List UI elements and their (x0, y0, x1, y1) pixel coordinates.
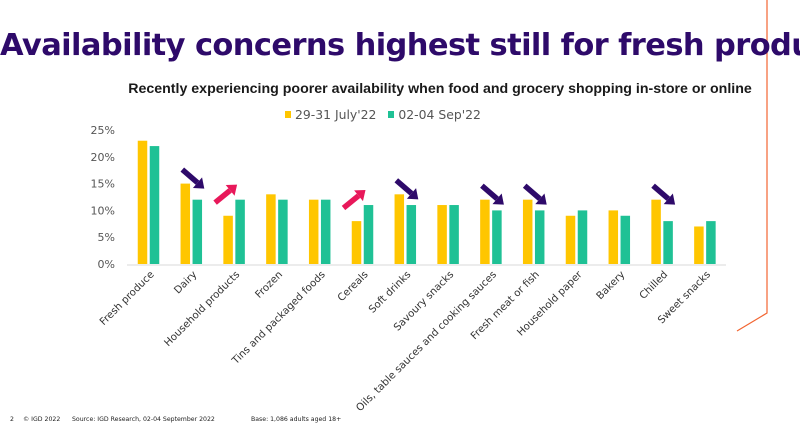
bar-sep-fresh-produce (149, 146, 160, 264)
bar-july-dairy (180, 183, 191, 264)
x-tick-label: Fresh produce (98, 269, 157, 328)
x-tick-label: Frozen (254, 269, 285, 300)
x-tick-label: Chilled (638, 269, 670, 301)
bar-sep-soft-drinks (406, 205, 417, 264)
base-note: Base: 1,086 adults aged 18+ (251, 416, 342, 423)
legend-label-july: 29-31 July'22 (295, 107, 377, 122)
copyright: © IGD 2022 (23, 416, 61, 423)
chart-legend: 29-31 July'22 02-04 Sep'22 (285, 107, 481, 122)
arrow-down-icon (480, 183, 504, 205)
arrow-down-icon (394, 178, 419, 200)
bar-july-chilled (651, 199, 661, 264)
bar-july-savoury-snacks (437, 205, 447, 264)
arrow-down-icon (180, 167, 205, 189)
x-tick-label: Cereals (336, 269, 371, 304)
legend-label-sep: 02-04 Sep'22 (398, 107, 481, 122)
bar-july-fresh-meat-or-fish (522, 199, 533, 264)
legend-item-sep: 02-04 Sep'22 (388, 107, 481, 122)
y-tick-label: 25% (91, 124, 115, 137)
arrow-down-icon (651, 183, 676, 205)
slide-title: Availability concerns highest still for … (0, 28, 800, 63)
x-tick-label: Household products (163, 269, 243, 349)
chart-title: Recently experiencing poorer availabilit… (128, 81, 752, 97)
bar-sep-dairy (192, 199, 203, 264)
x-tick-label: Dairy (172, 269, 199, 296)
arrow-up-icon (213, 184, 238, 205)
bar-july-bakery (608, 210, 619, 264)
arrow-up-icon (341, 190, 366, 211)
bar-sep-cereals (363, 205, 374, 264)
y-tick-label: 0% (98, 258, 115, 271)
bar-sep-household-paper (577, 210, 588, 264)
bar-july-sweet-snacks (694, 226, 704, 264)
page-number: 2 (10, 416, 14, 423)
bar-july-soft-drinks (394, 194, 405, 264)
y-tick-label: 20% (91, 151, 115, 164)
x-tick-label: Soft drinks (367, 269, 413, 315)
x-tick-label: Bakery (595, 269, 628, 302)
bar-sep-fresh-meat-or-fish (534, 210, 545, 264)
x-tick-label: Tins and packaged foods (230, 269, 328, 367)
legend-swatch-sep (388, 111, 395, 118)
bar-july-frozen (266, 194, 276, 264)
bar-july-tins-and-packaged-foods (308, 199, 319, 264)
decorative-frame-line (736, 0, 768, 332)
bar-sep-chilled (663, 221, 673, 264)
bar-sep-savoury-snacks (449, 205, 459, 264)
legend-item-july: 29-31 July'22 (285, 107, 376, 122)
bar-sep-tins-and-packaged-foods (320, 199, 331, 264)
bar-sep-oils-table-sauces-and-cooking-sauces (492, 210, 502, 264)
y-tick-label: 5% (98, 231, 115, 244)
bar-sep-sweet-snacks (706, 221, 716, 264)
bar-july-fresh-produce (137, 140, 148, 264)
bar-july-household-products (223, 215, 233, 264)
bar-sep-bakery (620, 215, 631, 264)
y-tick-label: 15% (91, 178, 115, 191)
arrow-down-icon (522, 183, 547, 205)
source-note: Source: IGD Research, 02-04 September 20… (72, 416, 215, 423)
legend-swatch-july (285, 111, 291, 118)
bar-july-cereals (351, 221, 362, 264)
y-tick-label: 10% (91, 204, 115, 217)
bar-sep-household-products (235, 199, 245, 264)
bar-july-household-paper (565, 215, 576, 264)
bar-july-oils-table-sauces-and-cooking-sauces (480, 199, 490, 264)
bar-sep-frozen (278, 199, 288, 264)
